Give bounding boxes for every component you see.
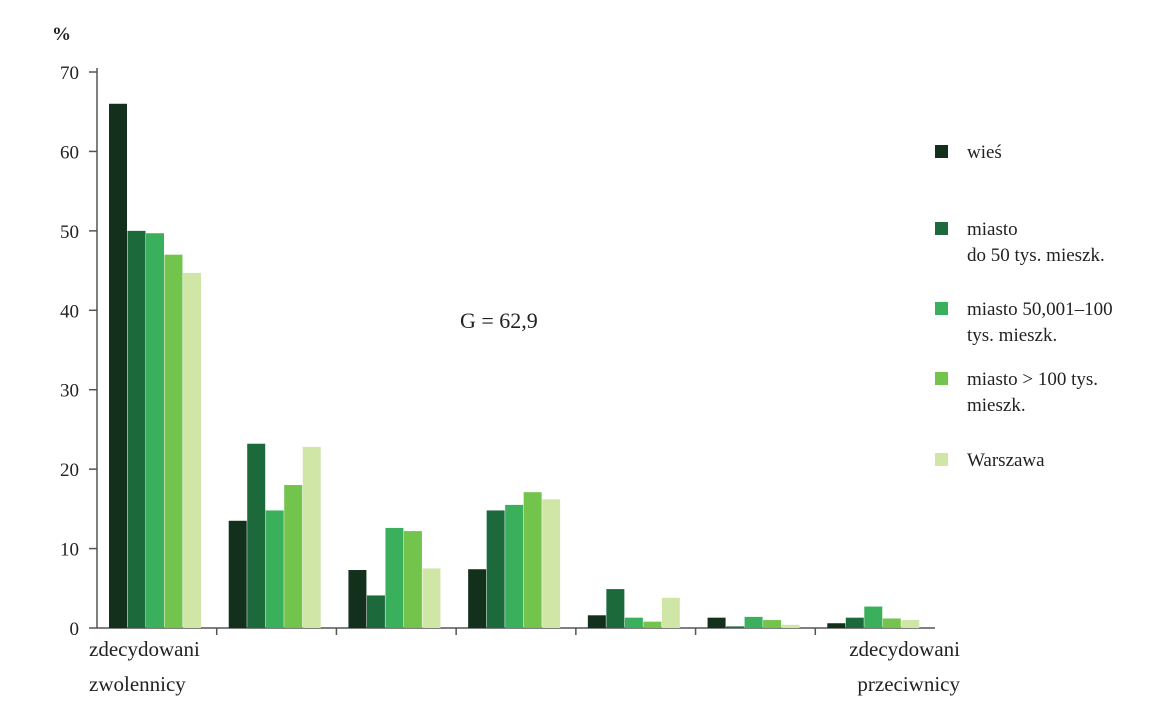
bar	[587, 615, 606, 628]
legend-swatch	[935, 302, 948, 315]
bar	[247, 443, 266, 628]
bar	[385, 527, 404, 628]
legend-swatch	[935, 222, 948, 235]
y-tick-label: 40	[60, 301, 79, 322]
y-tick-label: 50	[60, 222, 79, 243]
legend-label: miasto 50,001–100 tys. mieszk.	[967, 299, 1113, 346]
legend-swatch	[935, 372, 948, 385]
bar	[901, 620, 920, 628]
bar	[403, 531, 422, 628]
bar	[827, 623, 846, 628]
y-axis-label: %	[52, 24, 71, 45]
bar	[542, 499, 561, 628]
bar	[302, 446, 321, 628]
bar	[864, 606, 883, 628]
legend-swatch	[935, 453, 948, 466]
y-tick-label: 10	[60, 540, 79, 561]
y-tick-label: 20	[60, 460, 79, 481]
y-tick-label: 60	[60, 142, 79, 163]
legend-label: wieś	[967, 142, 1002, 163]
annotation-g-value: G = 62,9	[460, 308, 538, 333]
x-category-label: zdecydowani	[849, 637, 960, 661]
bar	[127, 230, 146, 628]
bar	[146, 233, 164, 629]
bar	[109, 103, 127, 629]
bar	[505, 504, 524, 628]
bar	[164, 254, 183, 628]
bar	[643, 621, 662, 628]
x-category-label: przeciwnicy	[857, 672, 960, 696]
bar	[228, 520, 247, 628]
legend-label: miasto > 100 tys. mieszk.	[967, 369, 1098, 416]
legend-label: Warszawa	[967, 450, 1045, 471]
bar	[284, 485, 303, 628]
y-tick-label: 70	[60, 63, 79, 84]
bar	[523, 492, 542, 628]
bar	[744, 616, 763, 628]
bar	[707, 617, 726, 628]
bar	[781, 624, 800, 628]
y-tick-label: 0	[70, 619, 80, 640]
bar	[845, 617, 864, 628]
x-category-label: zdecydowani	[89, 637, 200, 661]
x-category-label: zwolennicy	[89, 672, 186, 696]
bar	[763, 620, 782, 628]
bar	[726, 626, 745, 628]
y-tick-label: 30	[60, 381, 79, 402]
bar	[265, 510, 284, 628]
bar	[661, 597, 680, 628]
legend-swatch	[935, 145, 948, 158]
bar	[366, 595, 385, 628]
bar	[468, 569, 487, 628]
bar	[606, 589, 625, 628]
legend-label: miasto do 50 tys. mieszk.	[967, 219, 1105, 266]
bar	[183, 272, 201, 628]
bar	[422, 568, 441, 628]
bar	[348, 570, 367, 628]
bar	[882, 618, 901, 628]
bar	[486, 510, 505, 628]
bar	[624, 617, 643, 628]
